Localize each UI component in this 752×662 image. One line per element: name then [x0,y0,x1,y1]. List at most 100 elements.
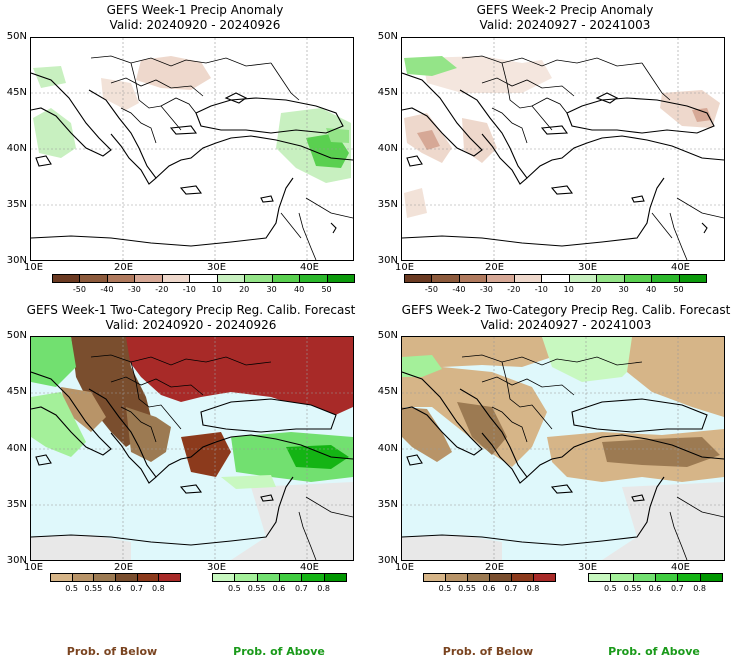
p3-above-turkey-core [286,445,349,469]
colorbar-tick-label: 30 [266,285,277,294]
panel1-title: GEFS Week-1 Precip Anomaly Valid: 202409… [30,3,360,33]
p2-lon-label: 20E [484,262,505,273]
colorbar-tick-label: 0.8 [693,584,707,593]
p2-lat-label: 35N [377,199,398,210]
colorbar-swatch [301,573,325,582]
p3-black-sea [201,399,336,432]
colorbar-swatch [106,274,136,283]
p1-borders [90,55,353,260]
colorbar-tick-label: -50 [72,285,86,294]
prob-below-label-left: Prob. of Below [66,645,158,658]
p3-lat-label: 40N [6,442,27,454]
colorbar-swatch [651,274,680,283]
colorbar-tick-label: 0.55 [623,584,642,593]
p3-below-balkan [126,407,171,462]
panel2-title-text: GEFS Week-2 Precip Anomaly [476,3,654,17]
p4-below-italy [402,407,452,462]
p2-dry-blob-italy-core [417,130,440,150]
p2-lat-label: 50N [377,31,398,42]
colorbar-tick-label: 0.7 [130,584,144,593]
p1-lon-label: 30E [206,262,227,273]
p2-wet-blob-west [404,188,427,218]
p1-coastlines [31,72,353,247]
p1-lat-label: 35N [6,199,27,210]
p2-dry-blob-north [422,56,552,93]
p3-lon-label: 20E [113,562,134,573]
p3-below-high [121,337,353,417]
panel2-valid-text: Valid: 20240927 - 20241003 [479,18,651,32]
p4-lon-label: 40E [670,562,690,573]
panel3-title-text: GEFS Week-1 Two-Category Precip Reg. Cal… [26,303,356,317]
colorbar-swatch [699,573,723,582]
colorbar-tick-label: 0.7 [504,584,518,593]
colorbar-tick-label: 0.6 [648,584,662,593]
p2-dry-blob-east [660,90,720,128]
p1-lat-label: 50N [6,31,27,42]
colorbar-tick-label: 0.5 [603,584,617,593]
p2-lon-label: 40E [670,262,690,273]
colorbar-swatch [423,573,446,582]
colorbar-swatch [93,573,116,582]
colorbar-tick-label: 0.6 [482,584,496,593]
colorbar-swatch [158,573,181,582]
colorbar-swatch [623,274,653,283]
colorbar-swatch [541,274,570,283]
colorbar-swatch [511,573,534,582]
p1-wet-blob-italy [33,108,76,158]
colorbar-swatch [71,573,95,582]
colorbar-tick-label: -20 [507,285,521,294]
p4-lon-label: 10E [395,562,415,573]
p1-dry-blob-north [136,56,211,90]
p4-grid [402,337,724,560]
prob-above-label-left: Prob. of Above [233,645,325,658]
panel4-title-text: GEFS Week-2 Two-Category Precip Reg. Cal… [401,303,731,317]
prob-above-colorbar-left: 0.5 0.55 0.6 0.7 0.8 [212,573,347,595]
colorbar-swatch [431,274,460,283]
anomaly-colorbar-left: -50 -40 -30 -20 -10 10 20 30 40 50 [52,274,355,296]
panel4-valid-text: Valid: 20240927 - 20241003 [480,318,652,332]
colorbar-tick-label: 0.7 [670,584,684,593]
p4-lat-label: 45N [377,386,398,398]
p2-lat-label: 40N [377,143,398,154]
p3-lat-label: 35N [6,498,27,510]
prob-above-label-right: Prob. of Above [608,645,700,658]
colorbar-swatch [610,573,634,582]
p2-lon-label: 30E [577,262,598,273]
p3-above-italy [31,392,86,457]
panel1-map-svg [31,38,353,260]
colorbar-swatch [79,274,108,283]
panel4-title: GEFS Week-2 Two-Category Precip Reg. Cal… [381,303,751,333]
colorbar-tick-label: -10 [534,285,548,294]
colorbar-swatch [588,573,612,582]
colorbar-swatch [244,274,273,283]
colorbar-tick-label: -30 [479,285,493,294]
colorbar-swatch [216,274,246,283]
p4-land-outside-sw [402,535,502,560]
prob-above-colorbar-right: 0.5 0.55 0.6 0.7 0.8 [588,573,723,595]
p3-lon-label: 40E [299,562,319,573]
colorbar-swatch [326,274,355,283]
p4-below-balkan-core [457,402,507,455]
panel1-valid-text: Valid: 20240920 - 20240926 [109,18,281,32]
panel4-map [401,336,725,561]
p1-dry-blob-balkan [101,78,139,110]
p3-above-west [31,337,76,387]
colorbar-swatch [513,274,543,283]
colorbar-tick-label: 0.8 [317,584,331,593]
colorbar-swatch [52,274,81,283]
colorbar-swatch [533,573,556,582]
colorbar-tick-label: -30 [127,285,141,294]
p3-lon-label: 30E [206,562,227,573]
p4-lon-label: 30E [577,562,598,573]
p4-lat-label: 50N [377,330,398,341]
p1-grid [31,38,353,260]
p4-borders [461,354,724,560]
panel3-title: GEFS Week-1 Two-Category Precip Reg. Cal… [0,303,382,333]
colorbar-tick-label: -20 [155,285,169,294]
panel2-title: GEFS Week-2 Precip Anomaly Valid: 202409… [400,3,730,33]
p4-below-north [402,337,552,372]
p4-above-west [402,355,442,377]
p3-below-turkey-w [181,432,231,477]
panel1-map [30,37,354,261]
p4-below-east [627,337,724,417]
